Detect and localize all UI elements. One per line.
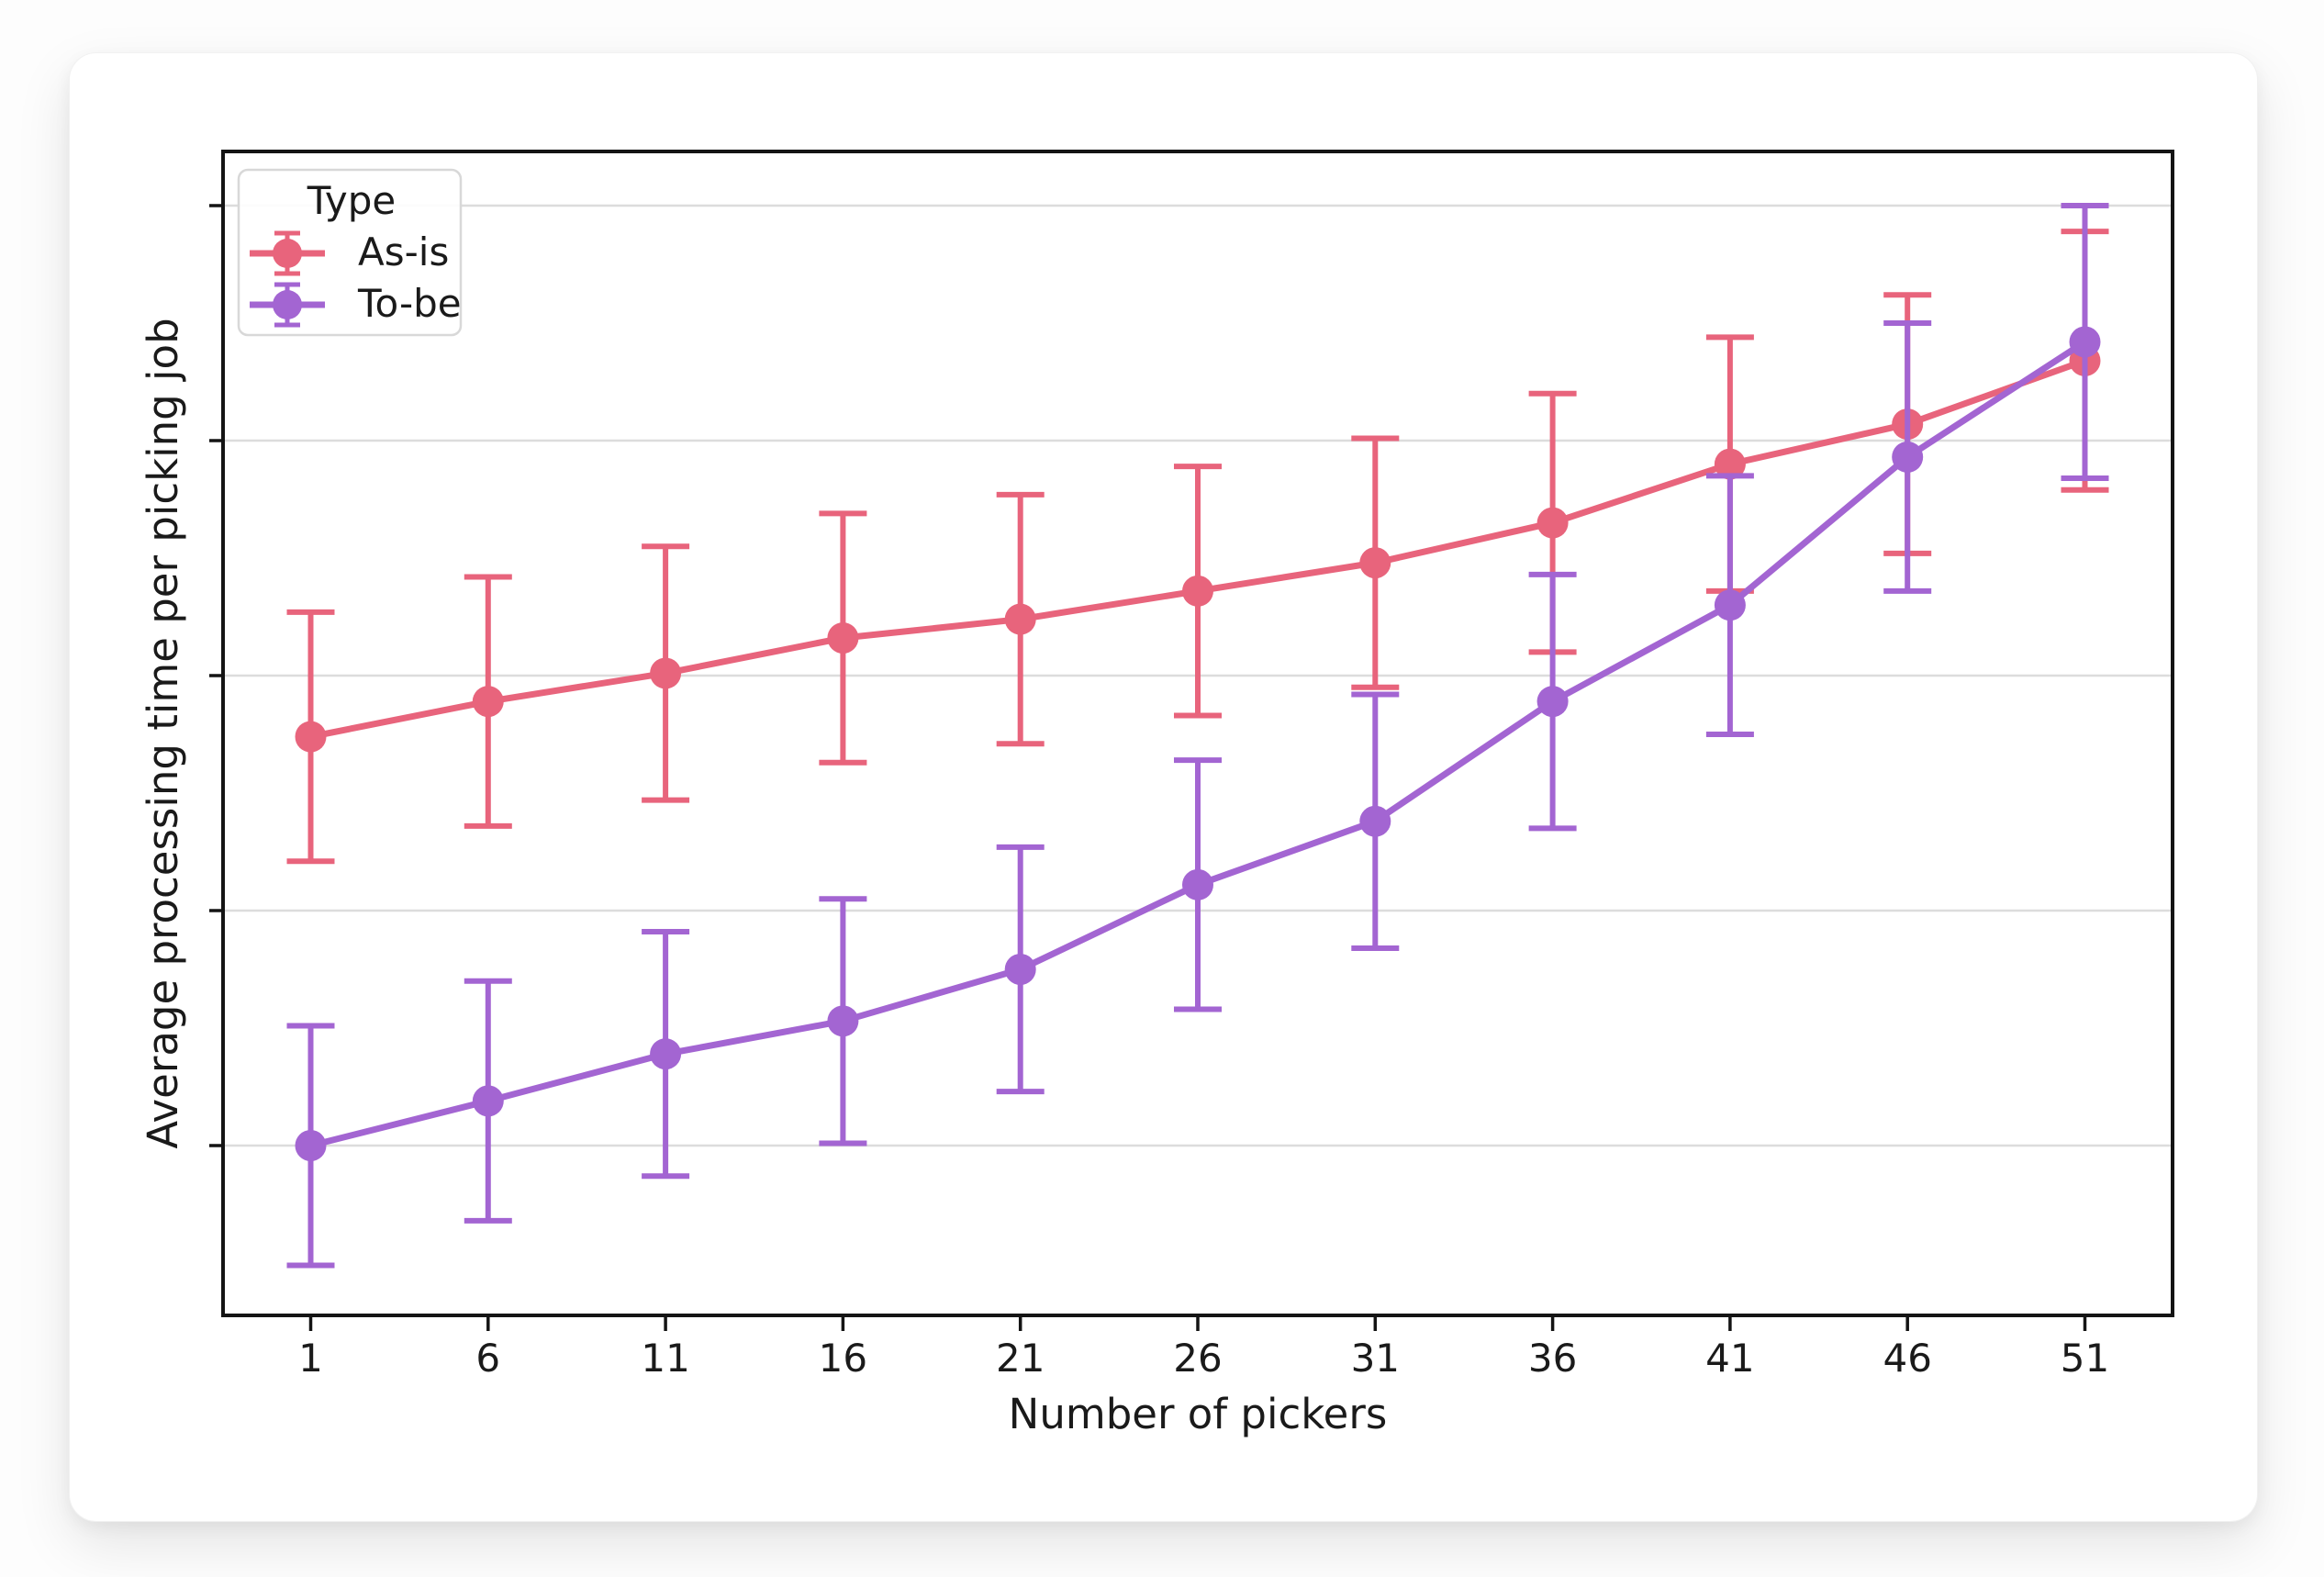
y-axis-label: Average processing time per picking job: [139, 318, 187, 1148]
x-tick-label-41: 41: [1705, 1336, 1754, 1381]
x-tick-label-36: 36: [1528, 1336, 1577, 1381]
legend: Type As-is To-be: [237, 168, 463, 337]
x-tick-label-21: 21: [996, 1336, 1045, 1381]
legend-title: Type: [307, 178, 396, 223]
x-tick-label-11: 11: [641, 1336, 689, 1381]
legend-errorbar-glyph-to-be: [250, 282, 325, 328]
x-tick-label-16: 16: [819, 1336, 867, 1381]
legend-errorbar-glyph-as-is: [250, 230, 325, 276]
legend-label-as-is: As-is: [358, 229, 449, 274]
data-series: [286, 203, 2109, 1269]
x-tick-label-31: 31: [1351, 1336, 1400, 1381]
x-tick-label-6: 6: [475, 1336, 500, 1381]
x-tick-label-46: 46: [1883, 1336, 1931, 1381]
legend-label-to-be: To-be: [357, 281, 462, 326]
x-tick-label-1: 1: [298, 1336, 323, 1381]
series-to-be: [286, 203, 2109, 1269]
x-axis-label: Number of pickers: [1009, 1390, 1388, 1438]
x-tick-label-26: 26: [1173, 1336, 1222, 1381]
x-tick-labels: 1 6 11 16 21 26 31 36 41 46 51: [298, 1336, 2109, 1381]
axes-spines-ticks: [209, 150, 2174, 1331]
x-tick-label-51: 51: [2061, 1336, 2109, 1381]
